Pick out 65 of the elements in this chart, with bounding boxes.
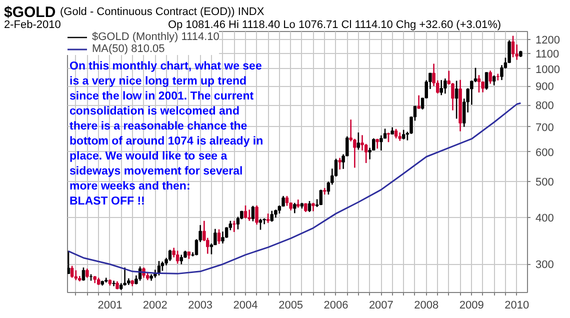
- x-tick-label: 2004: [233, 300, 258, 312]
- legend-label: MA(50) 810.05: [92, 43, 165, 55]
- candlestick: [394, 128, 398, 139]
- candlestick: [356, 132, 360, 150]
- candlestick: [258, 218, 262, 230]
- x-tick-label: 2010: [504, 300, 530, 312]
- candlestick: [160, 260, 164, 272]
- candlestick: [492, 74, 496, 86]
- y-tick-label: 300: [536, 259, 554, 272]
- x-tick-label: 2007: [368, 300, 394, 312]
- candlestick: [68, 250, 70, 274]
- candlestick: [74, 270, 78, 281]
- candlestick: [123, 266, 126, 286]
- chart-subtitle: 2-Feb-2010: [4, 18, 61, 33]
- candlestick: [380, 134, 383, 152]
- candlestick: [444, 78, 447, 94]
- y-tick-label: 700: [536, 122, 554, 134]
- y-tick-label: 900: [536, 81, 554, 94]
- x-tick-label: 2006: [324, 300, 348, 312]
- candlestick: [402, 129, 406, 140]
- x-tick-label: 2005: [278, 300, 304, 312]
- candlestick: [386, 132, 390, 143]
- candlestick: [248, 209, 251, 222]
- candlestick: [484, 72, 488, 90]
- y-tick-label: 400: [536, 212, 554, 225]
- candlestick: [440, 79, 443, 96]
- candlestick: [270, 210, 274, 222]
- candlestick: [417, 94, 420, 110]
- candlestick: [82, 266, 86, 282]
- candlestick: [221, 230, 224, 244]
- y-tick-label: 1100: [536, 48, 560, 61]
- candlestick: [232, 220, 236, 233]
- candlestick: [488, 70, 492, 84]
- text: On this monthly chart, what we see is a very nice long term up trend since the low in 2001. The current consolidation is welcomed and there is a reasonable chance the bottom of around 1074 is already in place. We would like to see a sideways movement for several more weeks and then: BLAST OFF !!: [70, 60, 264, 208]
- candlestick: [255, 204, 258, 226]
- text: Op 1081.46 Hi 1118.40 Lo 1076.71 Cl 1114.10 Chg +32.60 (+3.01%): [168, 18, 502, 32]
- x-tick-label: 2001: [98, 300, 122, 312]
- y-tick-label: 1000: [536, 64, 560, 76]
- candlestick: [70, 265, 74, 278]
- candlestick: [511, 35, 515, 58]
- x-tick-label: 2008: [414, 300, 439, 312]
- y-tick-label: 500: [536, 176, 554, 188]
- candlestick: [112, 280, 116, 287]
- y-tick-label: 1200: [536, 34, 560, 46]
- candlestick: [86, 268, 89, 278]
- candlestick: [244, 204, 248, 220]
- candlestick: [308, 200, 312, 213]
- candlestick: [168, 249, 172, 262]
- candlestick: [217, 228, 221, 245]
- candlestick: [319, 189, 323, 206]
- legend-label: $GOLD (Monthly) 1114.10: [92, 31, 220, 43]
- y-tick-label: 600: [536, 146, 554, 159]
- x-tick-label: 2002: [142, 300, 168, 312]
- y-tick-label: 800: [536, 100, 554, 112]
- candlestick: [285, 195, 289, 206]
- chart-title: $GOLD (Gold - Continuous Contract (EOD)) INDX: [4, 3, 264, 21]
- candlestick: [180, 254, 183, 265]
- candlestick: [477, 74, 481, 94]
- candlestick: [293, 202, 296, 214]
- candlestick: [251, 205, 255, 222]
- candlestick: [454, 80, 458, 120]
- candlestick: [176, 250, 180, 264]
- candlestick: [338, 157, 342, 170]
- x-tick-label: 2009: [459, 300, 484, 312]
- x-tick-label: 2003: [188, 300, 213, 312]
